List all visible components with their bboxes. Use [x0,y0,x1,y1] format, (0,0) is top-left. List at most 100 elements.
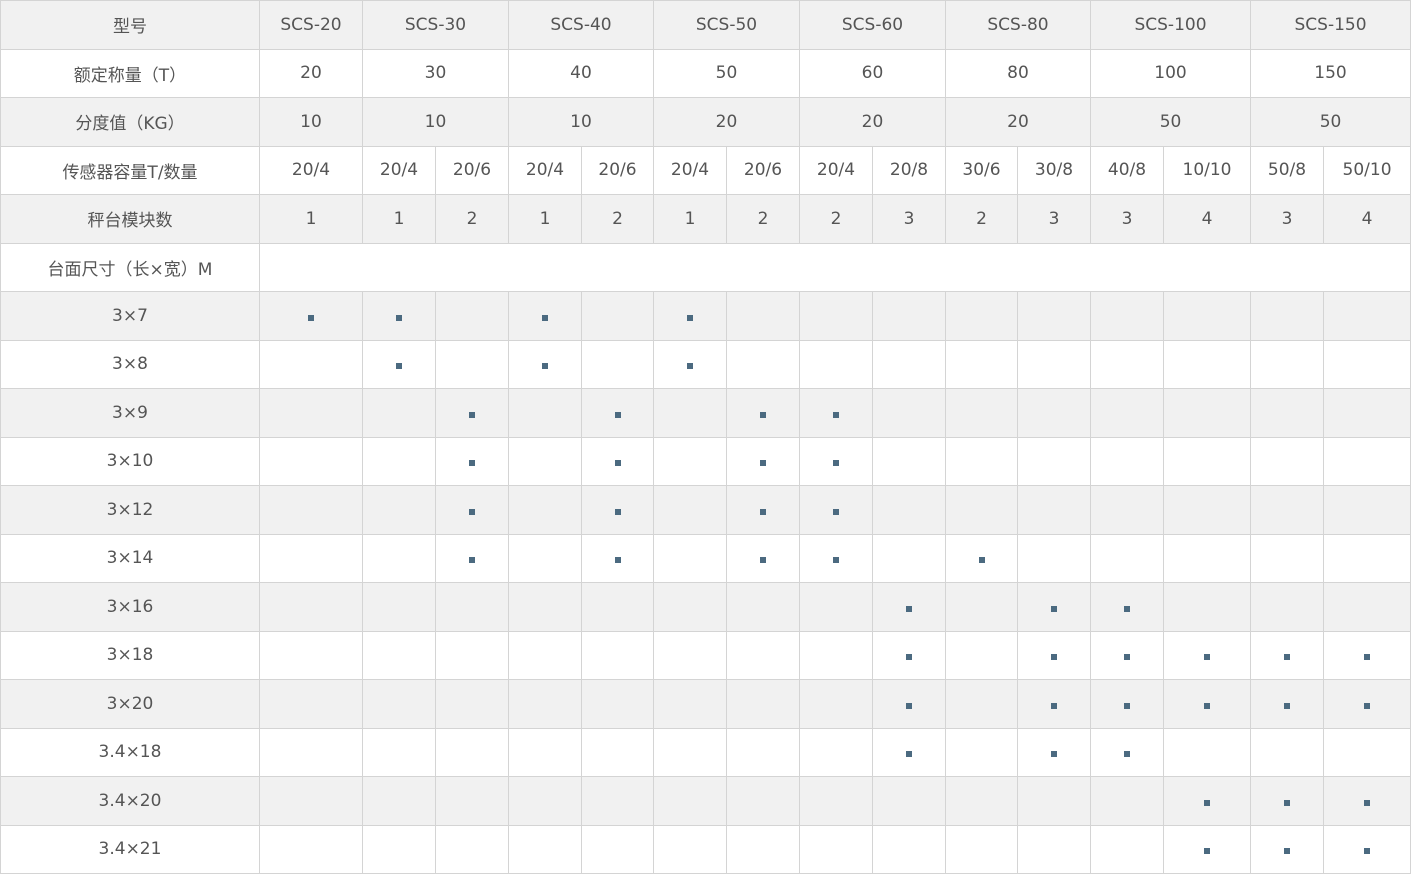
size-cell [799,388,873,438]
size-cell [508,533,582,583]
model-name: SCS-20 [259,0,363,50]
size-cell [1017,824,1091,874]
size-label: 3.4×18 [0,727,260,777]
size-cell [1250,436,1325,486]
sensor-value: 30/6 [945,145,1018,195]
size-cell [1162,436,1252,486]
size-cell [1250,727,1325,777]
size-cell [362,727,436,777]
availability-mark-icon [1284,654,1291,661]
model-name: SCS-30 [362,0,509,50]
sensor-value: 20/6 [435,145,509,195]
size-cell [508,388,582,438]
availability-mark-icon [833,508,839,515]
size-cell [653,533,727,583]
size-cell [945,485,1018,535]
modules-value: 2 [581,194,654,244]
size-cell [1250,533,1325,583]
size-cell [362,388,436,438]
modules-value: 3 [1090,194,1164,244]
size-cell [799,630,873,680]
size-cell [581,436,654,486]
availability-mark-icon [1204,654,1210,661]
size-cell [581,679,654,729]
division-value: 20 [799,97,946,147]
size-row: 3×8 [0,339,1411,389]
availability-mark-icon [1364,799,1371,806]
size-cell [508,291,582,341]
size-cell [1017,630,1091,680]
availability-mark-icon [1284,799,1291,806]
model-name: SCS-50 [653,0,800,50]
modules-value: 3 [1250,194,1325,244]
availability-mark-icon [978,557,985,564]
size-cell [1323,533,1411,583]
size-cell [435,727,509,777]
sensor-value: 20/4 [362,145,436,195]
size-cell [872,824,946,874]
size-cell [581,776,654,826]
size-cell [945,824,1018,874]
capacity-value: 20 [259,48,363,98]
row-label: 额定称量（T） [0,48,260,98]
size-cell [508,776,582,826]
size-cell [1090,630,1164,680]
row-label: 台面尺寸（长×宽）M [0,242,260,292]
size-cell [799,824,873,874]
sensor-value: 20/6 [581,145,654,195]
size-row: 3.4×18 [0,727,1411,777]
availability-mark-icon [614,460,621,467]
size-row: 3×16 [0,582,1411,632]
model-row: 型号 SCS-20 SCS-30 SCS-40 SCS-50 SCS-60 SCS-80 SC… [0,0,1411,50]
division-value: 10 [508,97,654,147]
size-cell [362,533,436,583]
availability-mark-icon [1124,605,1130,612]
size-cell [872,582,946,632]
size-cell [799,533,873,583]
size-cell [799,291,873,341]
size-cell [581,824,654,874]
sensor-value: 20/4 [508,145,582,195]
division-row: 分度值（KG） 10 10 10 20 20 20 50 50 [0,97,1411,147]
modules-value: 1 [259,194,363,244]
size-cell [1017,485,1091,535]
size-label: 3×20 [0,679,260,729]
availability-mark-icon [1204,848,1210,855]
capacity-value: 30 [362,48,509,98]
size-cell [581,582,654,632]
size-cell [508,727,582,777]
size-cell [799,582,873,632]
size-cell [581,630,654,680]
size-cell [259,727,363,777]
availability-mark-icon [1204,702,1210,709]
size-cell [259,485,363,535]
size-cell [872,339,946,389]
size-cell [1017,388,1091,438]
size-cell [1323,582,1411,632]
size-cell [872,533,946,583]
size-cell [653,485,727,535]
availability-mark-icon [614,411,621,418]
size-cell [1162,485,1252,535]
size-row: 3.4×21 [0,824,1411,874]
sensor-value: 20/6 [726,145,800,195]
sensor-value: 20/8 [872,145,946,195]
size-cell [508,339,582,389]
availability-mark-icon [1364,848,1371,855]
size-cell [726,727,800,777]
size-cell [1090,533,1164,583]
availability-mark-icon [1051,702,1057,709]
capacity-value: 60 [799,48,946,98]
size-cell [726,630,800,680]
size-cell [872,291,946,341]
size-cell [945,727,1018,777]
capacity-value: 50 [653,48,800,98]
size-cell [726,679,800,729]
size-cell [1090,388,1164,438]
size-cell [1250,679,1325,729]
size-cell [362,291,436,341]
availability-mark-icon [760,411,766,418]
size-row: 3×20 [0,679,1411,729]
model-name: SCS-80 [945,0,1091,50]
availability-mark-icon [469,557,475,564]
